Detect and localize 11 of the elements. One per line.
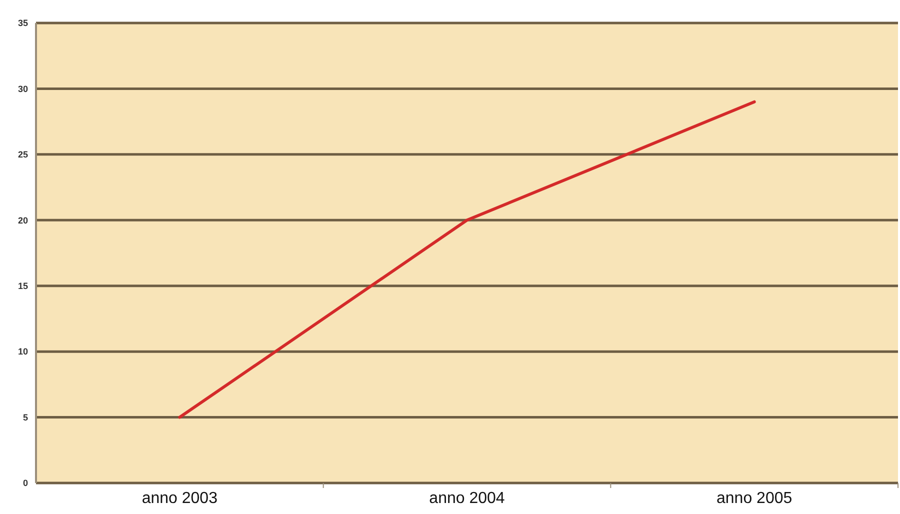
x-tick-label: anno 2003 xyxy=(142,490,218,507)
y-tick-label: 35 xyxy=(18,18,28,28)
y-tick-label: 10 xyxy=(18,346,28,357)
y-tick-label: 30 xyxy=(18,84,28,94)
y-tick-label: 20 xyxy=(18,215,28,226)
x-tick-label: anno 2004 xyxy=(429,490,505,507)
x-tick-label: anno 2005 xyxy=(716,490,792,507)
y-tick-label: 25 xyxy=(18,150,28,160)
y-tick-label: 0 xyxy=(22,478,28,488)
y-tick-label: 5 xyxy=(22,412,28,422)
y-tick-label: 15 xyxy=(18,281,28,292)
